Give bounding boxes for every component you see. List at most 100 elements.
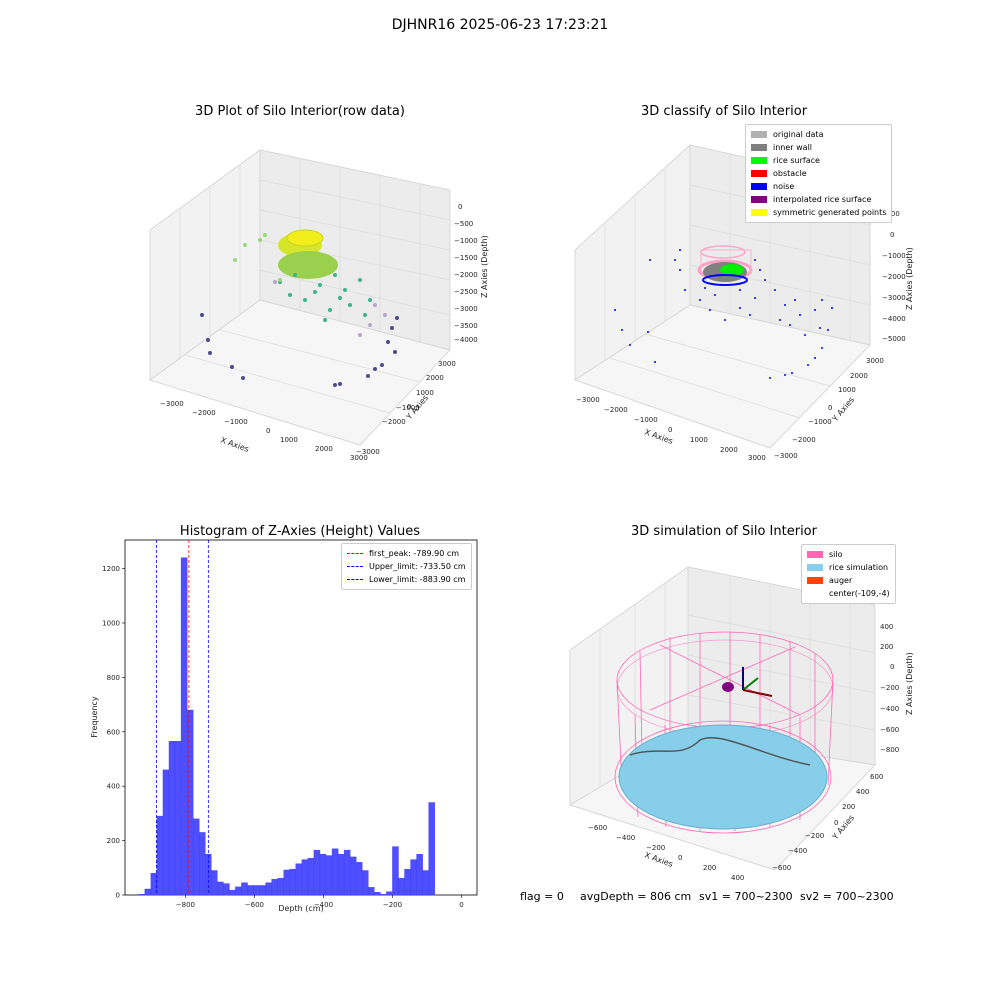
hist-xlabel: Depth (cm) [278, 904, 323, 913]
plot4-ztick: −600 [880, 726, 899, 734]
hist-xtick-label: 0 [459, 901, 463, 909]
histogram-chart: −800 −600 −400 −200 0 020040060080010001200 … [90, 539, 478, 913]
hist-bar [192, 818, 200, 896]
plot1-xlabel: X Axies [219, 435, 250, 454]
plot4-z-ticks: 400 200 0 −200 −400 −600 −800 [880, 623, 899, 754]
plot2-x-ticks: −3000 −2000 −1000 0 1000 2000 3000 [576, 396, 766, 460]
hist-bar [162, 769, 170, 896]
plot1-points-light [233, 233, 282, 282]
hist-bar [259, 885, 266, 896]
hist-bar [392, 846, 399, 896]
footer-avg-depth: avgDepth = 806 cm [580, 890, 692, 903]
hist-legend: first_peak: -789.90 cm Upper_limit: -733… [341, 543, 472, 590]
hist-ytick-label: 600 [107, 728, 120, 736]
hist-ytick-label: 1000 [102, 619, 120, 627]
plot4-x-ticks: −600 −400 −200 0 200 400 [588, 824, 744, 882]
hist-bar [223, 883, 230, 896]
legend-item-center: center(-109,-4) [829, 589, 890, 598]
legend-item-obstacle: obstacle [751, 167, 886, 180]
plot1-ztick: −3000 [454, 305, 478, 313]
plot2-legend: original data inner wall rice surface ob… [745, 124, 893, 223]
hist-bar [404, 868, 411, 896]
hist-bar [247, 885, 254, 896]
legend-item-upper-limit: Upper_limit: -733.50 cm [347, 560, 466, 573]
plot2-ytick: 0 [828, 404, 832, 412]
hist-xtick-label: −800 [176, 901, 195, 909]
plot1-rice-ring [286, 229, 324, 247]
hist-ytick-label: 400 [107, 783, 120, 791]
hist-bar [386, 891, 393, 896]
hist-bar [301, 859, 309, 896]
plot2-ytick: 3000 [866, 357, 884, 365]
plot4-arrow-x [742, 689, 773, 697]
plot4-ztick: −200 [880, 684, 899, 692]
plot4-ytick: −400 [788, 847, 807, 855]
legend-item-auger: auger [807, 574, 890, 587]
plot2-ztick: −1000 [882, 252, 906, 260]
hist-bar [319, 853, 327, 896]
plot2-noise-points [614, 249, 833, 379]
plot1-ytick: 3000 [438, 360, 456, 368]
hist-bar [343, 849, 351, 896]
plot4-arrow-y [742, 677, 759, 691]
hist-bars [138, 557, 435, 896]
figure-title: DJHNR16 2025-06-23 17:23:21 [391, 17, 609, 33]
hist-title: Histogram of Z-Axies (Height) Values [179, 524, 421, 539]
hist-ytick-label: 200 [107, 837, 120, 845]
plot1-xtick: −2000 [192, 409, 216, 417]
legend-item-silo: silo [807, 548, 890, 561]
plot4-title: 3D simulation of Silo Interior [631, 524, 817, 539]
legend-item-inner-wall: inner wall [751, 141, 886, 154]
plot1-title: 3D Plot of Silo Interior(row data) [195, 104, 405, 119]
footer-flag: flag = 0 [520, 890, 564, 903]
plot1-ytick: −2000 [382, 418, 406, 426]
hist-bar [186, 709, 194, 896]
plot2-xtick: 3000 [748, 454, 766, 460]
legend-item-symmetric: symmetric generated points [751, 206, 886, 219]
legend-item-original-data: original data [751, 128, 886, 141]
plot1-ztick: −2000 [454, 271, 478, 279]
plot1-ztick: −4000 [454, 336, 478, 344]
hist-bar [217, 881, 224, 896]
hist-bar [235, 886, 242, 896]
plot2-xtick: −2000 [604, 406, 628, 414]
plot2-y-ticks: −3000 −2000 −1000 0 1000 2000 3000 [774, 357, 884, 460]
plot2-ytick: 2000 [850, 372, 868, 380]
hist-bar [356, 862, 363, 896]
plot4-ytick: 0 [834, 819, 838, 827]
hist-bar [380, 893, 387, 896]
hist-bar [337, 853, 345, 896]
plot4-3d-axes: −600 −400 −200 0 200 400 X Axies −600 −4… [568, 566, 914, 882]
plot4-y-ticks: −600 −400 −200 0 200 400 600 [772, 773, 883, 872]
hist-bar [198, 832, 206, 896]
plot1-points-purple [200, 313, 399, 387]
plot1-xtick: 0 [266, 427, 270, 435]
plot4-xtick: 0 [678, 854, 682, 862]
hist-bar [307, 858, 315, 896]
plot4-ztick: −400 [880, 705, 899, 713]
hist-bar [325, 855, 333, 896]
hist-bar [416, 853, 423, 896]
hist-bar [241, 882, 248, 896]
plot1-ytick: −1000 [396, 404, 420, 412]
hist-xtick-label: −200 [383, 901, 402, 909]
plot2-pane-floor [573, 304, 871, 449]
hist-bar [349, 856, 357, 896]
plot4-xtick: 400 [731, 874, 744, 882]
hist-bar [156, 815, 164, 896]
plot1-xtick: 2000 [315, 445, 333, 453]
plot1-y-ticks: −3000 −2000 −1000 0 1000 2000 3000 [356, 360, 456, 456]
hist-bar [368, 887, 375, 896]
plot4-xtick: −400 [616, 834, 635, 842]
hist-x-ticks: −800 −600 −400 −200 0 [176, 895, 464, 909]
plot4-ylabel: Y Axies [830, 813, 856, 842]
plot1-ztick: −3500 [454, 322, 478, 330]
hist-ytick-label: 800 [107, 674, 120, 682]
plot2-ztick: −5000 [882, 335, 906, 343]
plot4-center-marker [722, 682, 734, 692]
hist-ytick-label: 1200 [102, 565, 120, 573]
plot1-ytick: 0 [407, 403, 411, 411]
plot2-ztick: −2000 [882, 273, 906, 281]
hist-reference-lines [156, 540, 209, 895]
plot4-xtick: −200 [646, 844, 665, 852]
